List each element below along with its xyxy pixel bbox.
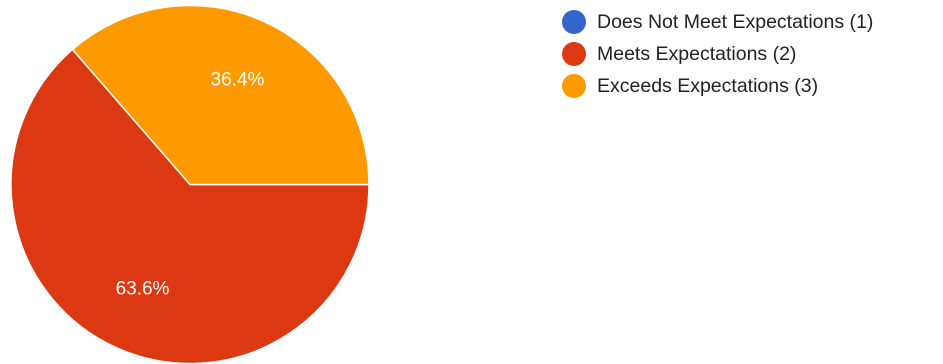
pie-slice-labels: 63.6% 36.4%: [116, 70, 265, 300]
legend-label-exceeds: Exceeds Expectations (3): [597, 74, 819, 97]
legend-swatch-meets: [562, 42, 586, 66]
legend-swatch-exceeds: [562, 74, 586, 98]
legend-label-does-not-meet: Does Not Meet Expectations (1): [597, 10, 874, 33]
legend-swatch-does-not-meet: [562, 10, 586, 34]
pie-slice-meets[interactable]: [10, 48, 370, 364]
legend-item-does-not-meet[interactable]: Does Not Meet Expectations (1): [562, 6, 873, 38]
legend-item-meets[interactable]: Meets Expectations (2): [562, 38, 873, 70]
legend-label-meets: Meets Expectations (2): [597, 42, 797, 65]
pie-slices: [10, 4, 370, 364]
slice-label-exceeds: 36.4%: [211, 70, 265, 91]
legend-item-exceeds[interactable]: Exceeds Expectations (3): [562, 70, 873, 102]
chart-legend: Does Not Meet Expectations (1) Meets Exp…: [562, 6, 873, 102]
slice-label-meets: 63.6%: [116, 278, 170, 299]
pie-slice-exceeds[interactable]: [71, 4, 370, 186]
